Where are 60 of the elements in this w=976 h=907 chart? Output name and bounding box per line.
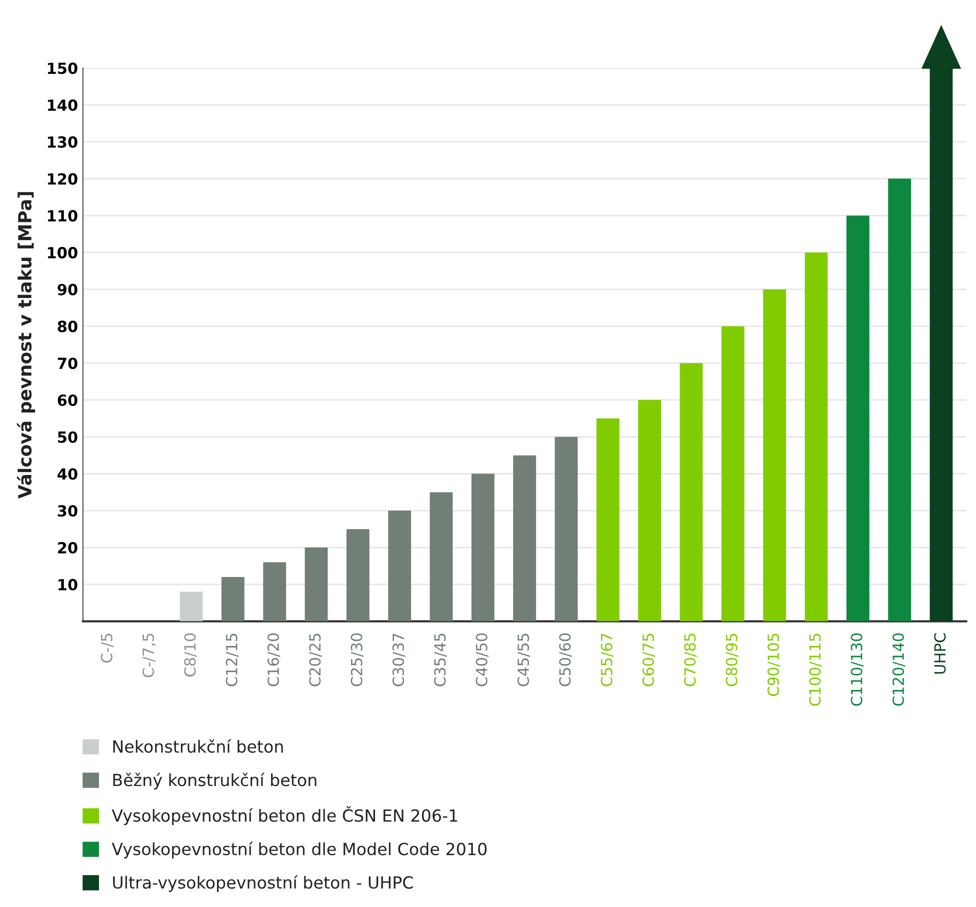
y-tick-label: 40 [58, 468, 78, 480]
x-tick-label: C60/75 [642, 634, 656, 686]
x-tick-label: C16/20 [267, 633, 280, 686]
y-tick-label: 20 [58, 542, 78, 554]
x-tick-label: C35/45 [434, 634, 447, 686]
x-tick-label: C120/140 [892, 633, 906, 706]
bar [180, 592, 203, 622]
x-tick-label: C8/10 [184, 633, 197, 677]
y-tick-label: 30 [58, 505, 78, 517]
y-tick-label: 120 [48, 173, 78, 185]
bar [596, 418, 620, 622]
x-tick-label: C12/15 [226, 634, 239, 686]
x-tick-label: C-/7,5 [142, 634, 156, 678]
legend-label: Běžný konstrukční beton [113, 772, 316, 790]
x-tick-label: C45/55 [517, 634, 530, 686]
bar [221, 577, 244, 622]
y-tick-label: 140 [48, 99, 78, 111]
x-tick-label: C40/50 [476, 633, 489, 686]
x-tick-label: C20/25 [309, 634, 322, 686]
x-tick-label: C100/115 [809, 634, 822, 706]
bar [888, 178, 912, 622]
y-tick-label: 80 [58, 320, 78, 332]
y-tick-label: 90 [58, 284, 78, 296]
y-tick-label: 130 [48, 136, 78, 148]
bar [763, 289, 786, 622]
bar [263, 562, 286, 622]
bar [304, 548, 328, 622]
y-tick-label: 100 [48, 246, 78, 258]
bar [846, 216, 870, 622]
y-axis-title: Válcová pevnost v tlaku [MPa] [16, 192, 36, 499]
bar [638, 400, 662, 622]
bar [346, 529, 370, 622]
bar [680, 363, 703, 622]
bar [554, 436, 578, 622]
x-tick-label: C110/130 [850, 633, 864, 706]
y-tick-label: 60 [58, 394, 78, 406]
bar [471, 474, 494, 622]
bar [721, 326, 744, 622]
x-tick-label: C25/30 [350, 633, 364, 686]
bar [388, 510, 412, 622]
x-tick-label: C80/95 [726, 634, 739, 686]
legend-label: Vysokopevnostní beton dle ČSN EN 206-1 [112, 806, 458, 826]
x-tick-label: UHPC [934, 633, 946, 674]
x-tick-label: C90/105 [767, 634, 780, 696]
legend-label: Vysokopevnostní beton dle Model Code 2010 [112, 842, 487, 859]
x-tick-label: C70/85 [684, 634, 697, 686]
y-tick-label: 10 [58, 578, 78, 590]
bar [513, 455, 536, 622]
legend-label: Nekonstrukční beton [113, 739, 283, 753]
y-tick-label: 70 [58, 358, 78, 370]
y-tick-label: 110 [48, 210, 78, 222]
y-tick-label: 50 [58, 431, 78, 443]
bar [804, 252, 828, 622]
y-tick-label: 150 [48, 62, 78, 74]
x-tick-label: C55/67 [600, 634, 614, 686]
x-tick-label: C30/37 [392, 634, 406, 686]
bar [430, 492, 453, 622]
x-tick-label: C-/5 [100, 634, 114, 663]
x-tick-label: C50/60 [559, 633, 572, 686]
legend-label: Ultra-vysokopevnostní beton - UHPC [113, 875, 413, 892]
